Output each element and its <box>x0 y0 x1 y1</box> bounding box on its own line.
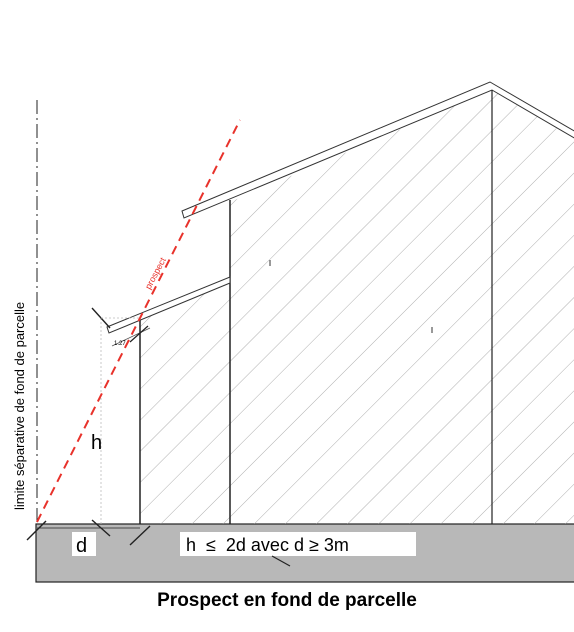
boundary-label: limite séparative de fond de parcelle <box>12 302 27 510</box>
main-roof <box>181 81 574 219</box>
gable-wall <box>492 90 574 524</box>
h-label: h <box>91 432 102 454</box>
building <box>106 81 574 524</box>
annex-roof <box>106 276 231 334</box>
caption: Prospect en fond de parcelle <box>157 590 417 611</box>
annex-wall <box>140 282 230 524</box>
prospect-label: prospect <box>143 255 168 291</box>
prospect-line <box>36 119 241 523</box>
main-wall <box>230 90 492 524</box>
d-label: d <box>76 535 87 557</box>
rule-label: h ≤ 2d avec d ≥ 3m <box>186 535 349 555</box>
angle-label: 1.27 <box>114 341 126 347</box>
